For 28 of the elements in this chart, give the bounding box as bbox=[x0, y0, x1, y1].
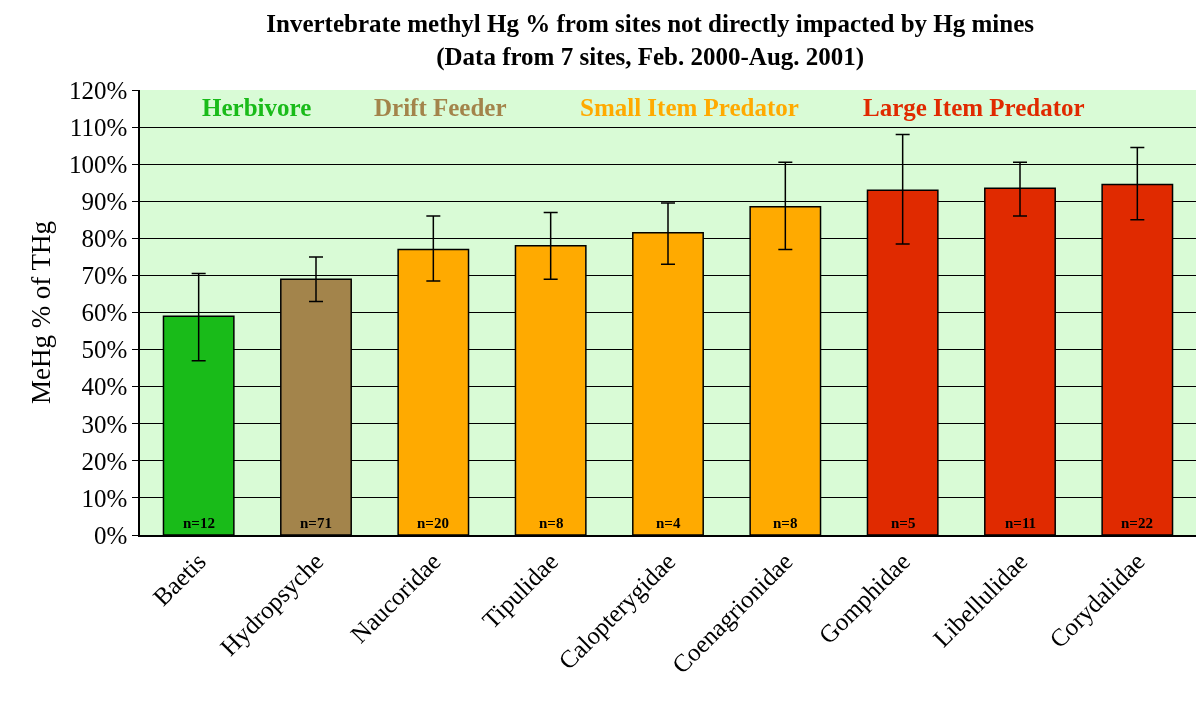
y-tick-label: 70% bbox=[81, 262, 128, 290]
annotation: n=20 bbox=[417, 515, 449, 531]
y-tick-label: 40% bbox=[81, 373, 128, 401]
y-axis-title: MeHg % of THg bbox=[26, 220, 57, 405]
y-tick-label: 10% bbox=[81, 484, 128, 512]
y-tick-label: 110% bbox=[69, 113, 128, 141]
annotation: n=71 bbox=[300, 515, 332, 531]
annotation: n=8 bbox=[773, 515, 798, 531]
chart-title: Invertebrate methyl Hg % from sites not directly impacted by Hg mines (Data from 7 sites, Feb. 2000-Aug. 2001) bbox=[266, 10, 1035, 71]
y-tick-label: 60% bbox=[81, 299, 128, 327]
y-tick-label: 20% bbox=[81, 447, 128, 475]
annotation: n=5 bbox=[891, 515, 916, 531]
annotation: n=22 bbox=[1121, 515, 1153, 531]
y-tick-label: 90% bbox=[81, 188, 128, 215]
y-tick-label: 120% bbox=[68, 76, 128, 104]
y-tick-label: 0% bbox=[93, 521, 128, 549]
annotation: Drift Feeder bbox=[374, 94, 507, 121]
annotation: n=4 bbox=[656, 515, 681, 531]
annotation: n=8 bbox=[539, 515, 564, 531]
y-tick-label: 100% bbox=[68, 150, 128, 178]
y-tick-label: 80% bbox=[81, 225, 128, 253]
annotation: n=12 bbox=[183, 515, 215, 531]
annotation: Herbivore bbox=[202, 94, 312, 121]
annotation: Large Item Predator bbox=[863, 94, 1085, 121]
y-tick-label: 30% bbox=[81, 410, 128, 438]
y-tick-label: 50% bbox=[81, 336, 128, 364]
annotation: Small Item Predator bbox=[580, 94, 799, 121]
annotation: n=11 bbox=[1005, 515, 1037, 531]
